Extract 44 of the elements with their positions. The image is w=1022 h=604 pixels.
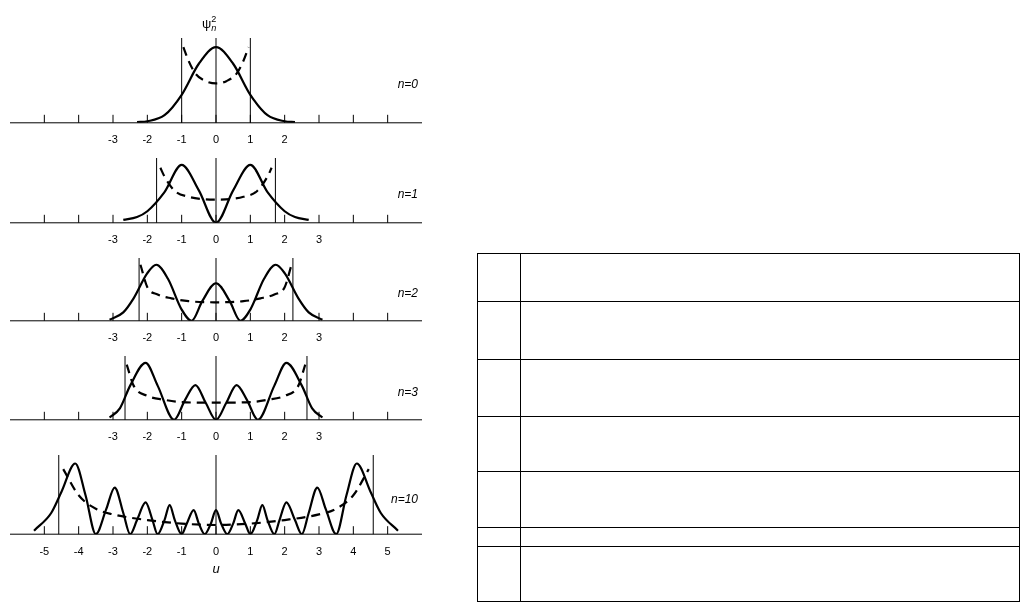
x-tick-label: 0 [212, 544, 220, 557]
annotation: n=10 [390, 491, 419, 506]
x-tick-label: 0 [212, 331, 220, 344]
x-tick-label: -2 [142, 233, 153, 246]
x-tick-label: -3 [108, 331, 118, 344]
x-tick-label: -1 [176, 544, 187, 557]
x-tick-label: -3 [108, 133, 118, 146]
x-tick-label: -4 [73, 544, 84, 557]
x-tick-label: 3 [315, 430, 323, 443]
x-tick-label: -3 [108, 544, 118, 557]
x-axis-title: u [212, 560, 220, 576]
x-tick-label: 2 [281, 133, 288, 146]
annotation: n=2 [397, 286, 419, 301]
x-tick-label: -1 [176, 430, 187, 443]
x-tick-label: 3 [315, 331, 323, 344]
x-tick-label: -3 [108, 430, 118, 443]
x-tick-label: 3 [315, 233, 323, 246]
x-tick-label: -2 [142, 430, 153, 443]
x-tick-label: 1 [247, 233, 254, 246]
x-tick-label: 1 [247, 133, 254, 146]
annotation: n=0 [397, 77, 419, 92]
annotation: n=1 [397, 187, 418, 202]
x-tick-label: 2 [281, 430, 288, 443]
x-tick-label: 2 [281, 544, 288, 557]
x-tick-label: 3 [315, 544, 323, 557]
x-tick-label: -2 [142, 133, 153, 146]
x-tick-label: 1 [247, 331, 254, 344]
x-tick-label: 4 [350, 544, 357, 557]
annotation: n=3 [397, 384, 419, 399]
x-tick-label: 0 [212, 233, 220, 246]
x-tick-label: -1 [176, 133, 187, 146]
x-tick-label: 0 [212, 133, 220, 146]
x-tick-label: 2 [281, 233, 288, 246]
x-tick-label: 5 [384, 544, 391, 557]
x-tick-label: -1 [176, 233, 187, 246]
x-tick-label: 1 [247, 544, 254, 557]
x-tick-label: 1 [247, 430, 254, 443]
x-tick-label: -2 [142, 331, 153, 344]
x-tick-label: -3 [108, 233, 118, 246]
x-tick-label: 0 [212, 430, 220, 443]
x-tick-label: -1 [176, 331, 187, 344]
x-tick-label: 2 [281, 331, 288, 344]
x-tick-label: -5 [39, 544, 50, 557]
x-tick-label: -2 [142, 544, 153, 557]
